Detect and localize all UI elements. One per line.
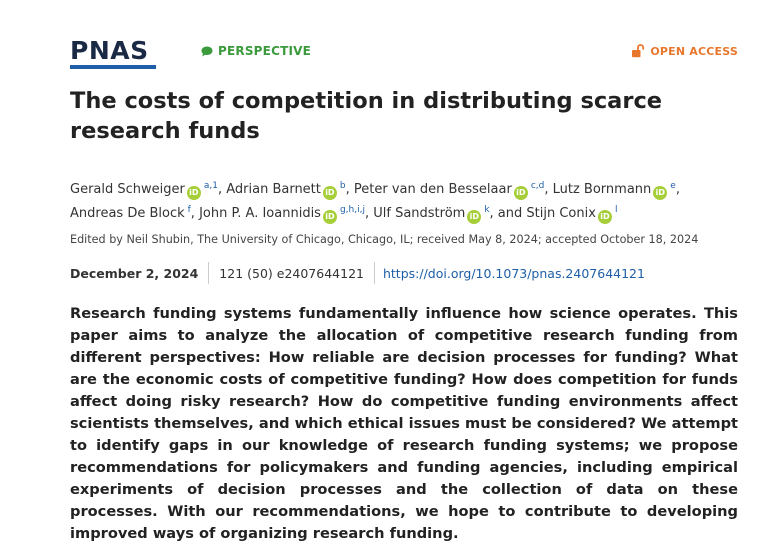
editorial-history: Edited by Neil Shubin, The University of…: [70, 233, 699, 246]
open-access-label: OPEN ACCESS: [650, 44, 738, 58]
article-type-badge[interactable]: PERSPECTIVE: [201, 44, 311, 58]
author-affiliation[interactable]: f: [187, 205, 191, 215]
article-type-label: PERSPECTIVE: [218, 44, 312, 58]
author-name[interactable]: Lutz Bornmann: [552, 182, 652, 197]
abstract-text: Research funding systems fundamentally i…: [70, 305, 738, 542]
orcid-icon[interactable]: iD: [322, 210, 337, 224]
orcid-icon[interactable]: iD: [322, 186, 337, 200]
doi-link[interactable]: https://doi.org/10.1073/pnas.2407644121: [382, 265, 645, 281]
citation-info: 121 (50) e2407644121: [219, 265, 364, 281]
author-name[interactable]: Ulf Sandström: [373, 206, 466, 221]
orcid-icon[interactable]: iD: [467, 210, 482, 224]
author-affiliation[interactable]: l: [614, 205, 618, 215]
author-affiliation[interactable]: b: [339, 181, 346, 191]
author-affiliation[interactable]: g,h,i,j: [339, 205, 365, 215]
author-affiliation[interactable]: a,1: [203, 181, 218, 191]
author-list: Gerald Schweiger iDa,1, Adrian Barnett iDb…: [70, 176, 738, 224]
author-name[interactable]: Andreas De Block: [70, 206, 185, 221]
publication-date: December 2, 2024: [70, 265, 199, 281]
publication-meta: December 2, 2024 121 (50) e2407644121 ht…: [70, 262, 645, 284]
orcid-icon[interactable]: iD: [513, 186, 528, 200]
open-access-badge[interactable]: OPEN ACCESS: [631, 44, 738, 58]
open-lock-icon: [632, 44, 645, 58]
author-name[interactable]: John P. A. Ioannidis: [199, 206, 321, 221]
orcid-icon[interactable]: iD: [186, 186, 201, 200]
pnas-logo[interactable]: PNAS: [70, 36, 149, 65]
author-name[interactable]: Peter van den Besselaar: [353, 182, 512, 197]
orcid-icon[interactable]: iD: [653, 186, 668, 200]
author-affiliation[interactable]: k: [484, 205, 490, 215]
author-affiliation[interactable]: c,d: [530, 181, 545, 191]
orcid-icon[interactable]: iD: [597, 210, 612, 224]
article-title: The costs of competition in distributing…: [70, 88, 663, 144]
author-name[interactable]: Adrian Barnett: [226, 182, 321, 197]
journal-header: PNAS PERSPECTIVE OPEN ACCESS: [70, 38, 738, 72]
logo-underline: [70, 65, 156, 69]
meta-divider: [373, 262, 375, 284]
speech-bubble-icon: [201, 46, 213, 56]
meta-divider: [208, 262, 210, 284]
author-name[interactable]: Gerald Schweiger: [70, 182, 185, 197]
author-name[interactable]: Stijn Conix: [526, 206, 596, 221]
author-affiliation[interactable]: e: [670, 181, 676, 191]
